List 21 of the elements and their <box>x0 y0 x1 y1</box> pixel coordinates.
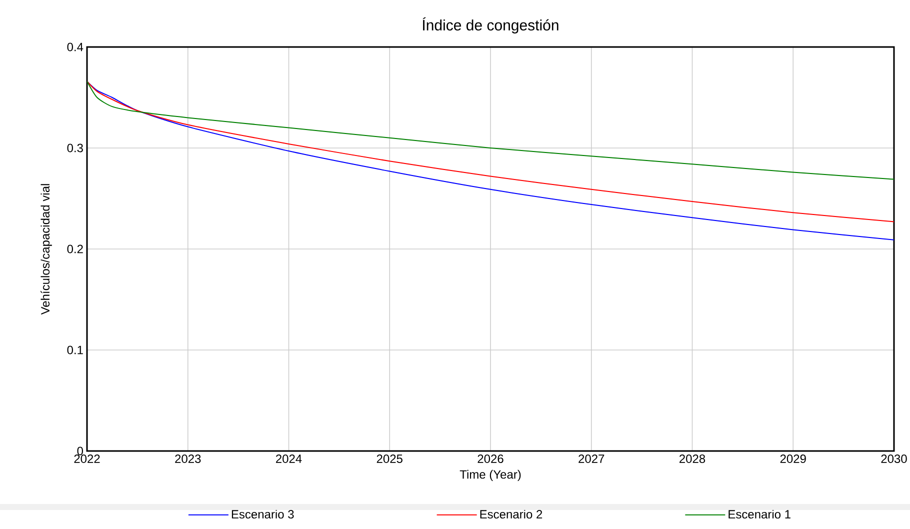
x-axis-title: Time (Year) <box>460 470 521 482</box>
y-tick-label: 0.2 <box>67 244 83 254</box>
x-tick-label: 2026 <box>478 454 504 464</box>
y-tick-label: 0.3 <box>67 144 83 152</box>
y-axis-title: Vehículos/capacidad vial <box>40 184 52 315</box>
x-tick-label: 2022 <box>74 454 100 464</box>
y-tick-label: 0.1 <box>67 346 83 354</box>
legend-label: Escenario 3 <box>232 510 294 519</box>
x-tick-label: 2025 <box>376 454 402 464</box>
x-tick-label: 2028 <box>679 454 706 464</box>
y-tick-label: 0.4 <box>67 42 84 52</box>
x-tick-label: 2029 <box>780 454 806 464</box>
legend-label: Escenario 1 <box>728 510 790 519</box>
x-tick-label: 2024 <box>276 454 302 464</box>
y-tick-label: 0 <box>77 446 84 456</box>
chart-title: Índice de congestión <box>422 17 558 34</box>
x-tick-label: 2030 <box>881 454 907 464</box>
x-tick-label: 2023 <box>175 454 201 464</box>
line-series <box>87 80 894 180</box>
x-tick-label: 2027 <box>578 454 604 464</box>
legend-label: Escenario 2 <box>480 510 542 519</box>
